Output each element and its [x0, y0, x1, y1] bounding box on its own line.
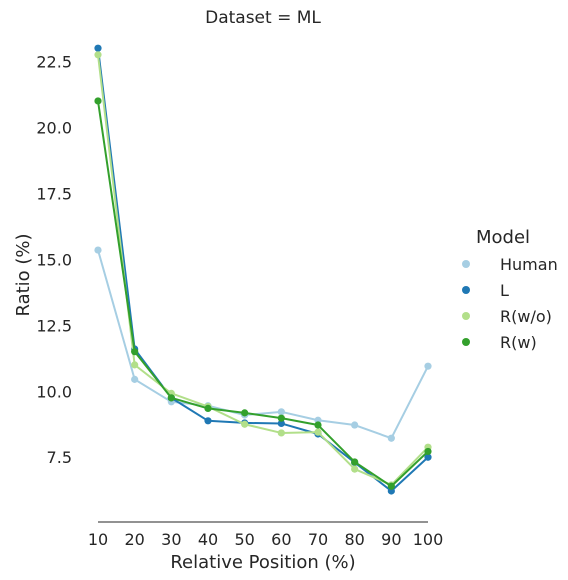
data-point — [94, 44, 102, 52]
data-point — [277, 429, 285, 437]
legend-marker — [462, 312, 470, 320]
y-tick-label: 7.5 — [47, 448, 72, 467]
data-point — [131, 348, 139, 356]
data-point — [277, 419, 285, 428]
data-point — [94, 246, 102, 254]
legend-label: R(w) — [500, 333, 537, 352]
data-point — [424, 362, 432, 370]
legend-label: L — [500, 281, 509, 300]
legend: Model Human L R(w/o) R(w) — [462, 227, 558, 352]
data-point — [204, 417, 212, 425]
x-tick-label: 40 — [198, 530, 218, 549]
x-tick-label: 80 — [344, 530, 364, 549]
x-axis-label: Relative Position (%) — [170, 552, 355, 573]
series-line — [97, 48, 429, 492]
x-tick-label: 20 — [124, 530, 144, 549]
legend-marker — [462, 338, 470, 346]
y-tick-label: 20.0 — [36, 118, 72, 137]
y-axis-label: Ratio (%) — [13, 233, 34, 316]
x-tick-label: 100 — [413, 530, 444, 549]
x-tick-label: 30 — [161, 530, 181, 549]
series-r-w-o- — [94, 51, 432, 489]
data-point — [387, 482, 395, 490]
series-line — [97, 54, 429, 486]
series-line — [97, 100, 429, 488]
y-tick-label: 17.5 — [36, 184, 72, 203]
x-tick-label: 90 — [381, 530, 401, 549]
data-point — [94, 97, 102, 105]
data-point — [351, 421, 359, 429]
data-point — [424, 447, 432, 456]
series-r-w- — [94, 97, 432, 490]
legend-item: Human — [462, 255, 558, 274]
x-tick-label: 50 — [234, 530, 254, 549]
legend-label: Human — [500, 255, 558, 274]
data-point — [387, 434, 395, 442]
legend-item: R(w) — [462, 333, 537, 352]
x-tick-label: 10 — [88, 530, 108, 549]
x-tick-label: 60 — [271, 530, 291, 549]
chart-title: Dataset = ML — [205, 8, 321, 28]
legend-item: R(w/o) — [462, 307, 552, 326]
y-axis: 7.5 10.0 12.5 15.0 17.5 20.0 22.5 — [36, 52, 72, 467]
legend-marker — [462, 260, 470, 268]
legend-title: Model — [476, 227, 530, 248]
data-point — [314, 421, 322, 429]
data-point — [167, 394, 175, 402]
data-point — [204, 404, 212, 413]
y-tick-label: 22.5 — [36, 52, 72, 71]
legend-items: Human L R(w/o) R(w) — [462, 255, 558, 352]
series-layer — [94, 44, 432, 495]
y-tick-label: 10.0 — [36, 382, 72, 401]
series-line — [97, 249, 429, 440]
data-point — [277, 414, 285, 422]
data-point — [351, 465, 359, 473]
y-tick-label: 12.5 — [36, 316, 72, 335]
data-point — [131, 375, 139, 383]
legend-marker — [462, 286, 470, 294]
series-l — [94, 44, 432, 495]
y-tick-label: 15.0 — [36, 250, 72, 269]
data-point — [241, 409, 249, 417]
legend-label: R(w/o) — [500, 307, 552, 326]
data-point — [94, 51, 102, 59]
data-point — [424, 453, 432, 461]
x-tick-label: 70 — [308, 530, 328, 549]
legend-item: L — [462, 281, 509, 300]
data-point — [277, 408, 285, 416]
data-point — [351, 458, 359, 466]
data-point — [241, 420, 249, 428]
series-human — [94, 246, 432, 442]
x-axis: 10 20 30 40 50 60 70 80 90 100 — [88, 521, 444, 549]
data-point — [314, 428, 322, 436]
data-point — [131, 361, 139, 369]
